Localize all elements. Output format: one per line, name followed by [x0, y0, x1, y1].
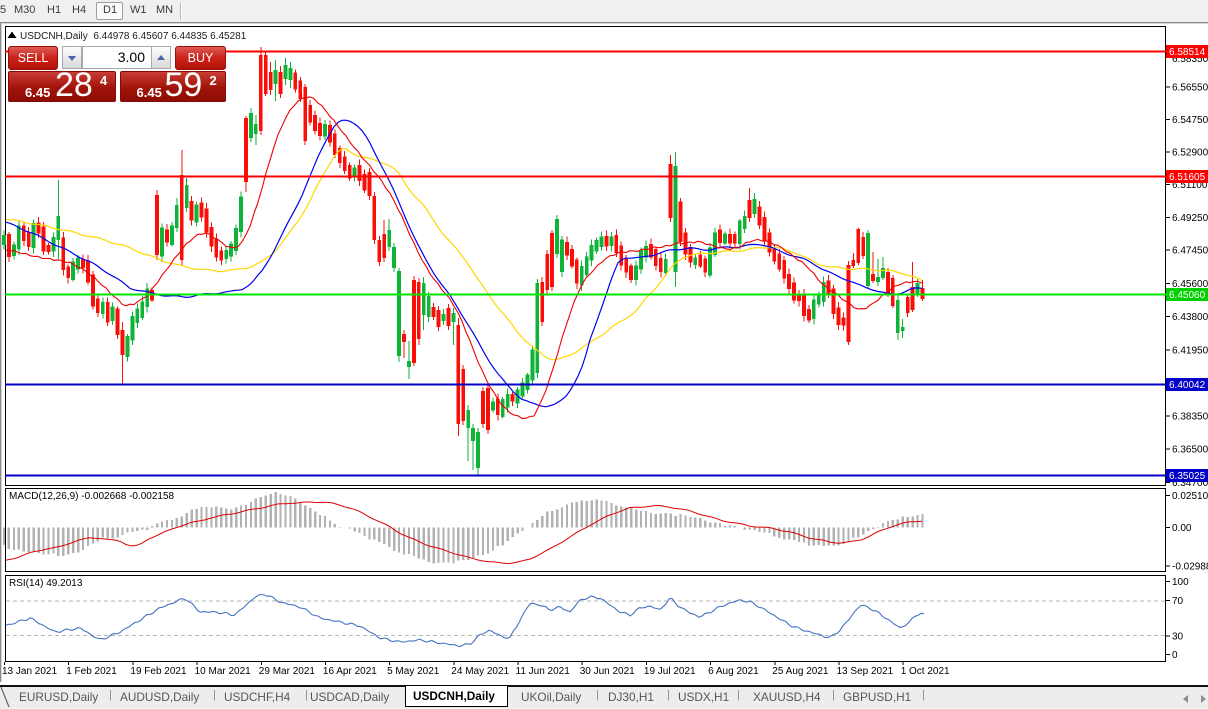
svg-text:-0.02988: -0.02988	[1172, 562, 1208, 573]
svg-text:100: 100	[1172, 577, 1189, 588]
svg-text:6.52900: 6.52900	[1172, 148, 1208, 159]
svg-text:24 May 2021: 24 May 2021	[451, 666, 509, 677]
svg-text:70: 70	[1172, 596, 1184, 607]
svg-text:6.51605: 6.51605	[1169, 172, 1206, 183]
svg-text:1 Feb 2021: 1 Feb 2021	[66, 666, 117, 677]
svg-text:30: 30	[1172, 632, 1184, 643]
svg-text:6.35025: 6.35025	[1169, 471, 1206, 482]
svg-text:6.34700: 6.34700	[1172, 478, 1208, 489]
svg-text:0: 0	[1172, 650, 1178, 661]
svg-text:6 Aug 2021: 6 Aug 2021	[708, 666, 759, 677]
svg-text:6.51100: 6.51100	[1172, 180, 1208, 191]
svg-text:USDCNH,Daily 6.44978 6.45607: USDCNH,Daily 6.44978 6.45607 6.44835 6.4…	[20, 31, 247, 42]
svg-text:6.38350: 6.38350	[1172, 412, 1208, 423]
svg-text:MACD(12,26,9) -0.002668 -0.002: MACD(12,26,9) -0.002668 -0.002158	[9, 491, 175, 502]
svg-text:11 Jun 2021: 11 Jun 2021	[516, 666, 571, 677]
svg-text:6.43800: 6.43800	[1172, 312, 1208, 323]
svg-text:6.58350: 6.58350	[1172, 54, 1208, 65]
svg-text:19 Feb 2021: 19 Feb 2021	[130, 666, 187, 677]
svg-text:RSI(14) 49.2013: RSI(14) 49.2013	[9, 578, 83, 589]
svg-text:30 Jun 2021: 30 Jun 2021	[580, 666, 635, 677]
svg-text:13 Jan 2021: 13 Jan 2021	[2, 666, 57, 677]
svg-text:6.56550: 6.56550	[1172, 83, 1208, 94]
svg-text:1 Oct 2021: 1 Oct 2021	[901, 666, 950, 677]
svg-text:6.58514: 6.58514	[1169, 47, 1206, 58]
svg-text:6.40042: 6.40042	[1169, 380, 1206, 391]
svg-text:6.49250: 6.49250	[1172, 213, 1208, 224]
svg-text:5 May 2021: 5 May 2021	[387, 666, 440, 677]
svg-text:19 Jul 2021: 19 Jul 2021	[644, 666, 696, 677]
svg-text:6.45060: 6.45060	[1169, 290, 1206, 301]
svg-text:16 Apr 2021: 16 Apr 2021	[323, 666, 377, 677]
svg-text:0.00: 0.00	[1172, 523, 1192, 534]
svg-text:6.45600: 6.45600	[1172, 279, 1208, 290]
svg-text:29 Mar 2021: 29 Mar 2021	[259, 666, 316, 677]
svg-text:0.025108: 0.025108	[1172, 491, 1208, 502]
svg-text:6.36500: 6.36500	[1172, 445, 1208, 456]
svg-text:10 Mar 2021: 10 Mar 2021	[195, 666, 252, 677]
svg-text:6.47450: 6.47450	[1172, 246, 1208, 257]
svg-text:6.41950: 6.41950	[1172, 346, 1208, 357]
svg-text:6.54750: 6.54750	[1172, 115, 1208, 126]
svg-text:13 Sep 2021: 13 Sep 2021	[837, 666, 894, 677]
svg-text:25 Aug 2021: 25 Aug 2021	[772, 666, 829, 677]
